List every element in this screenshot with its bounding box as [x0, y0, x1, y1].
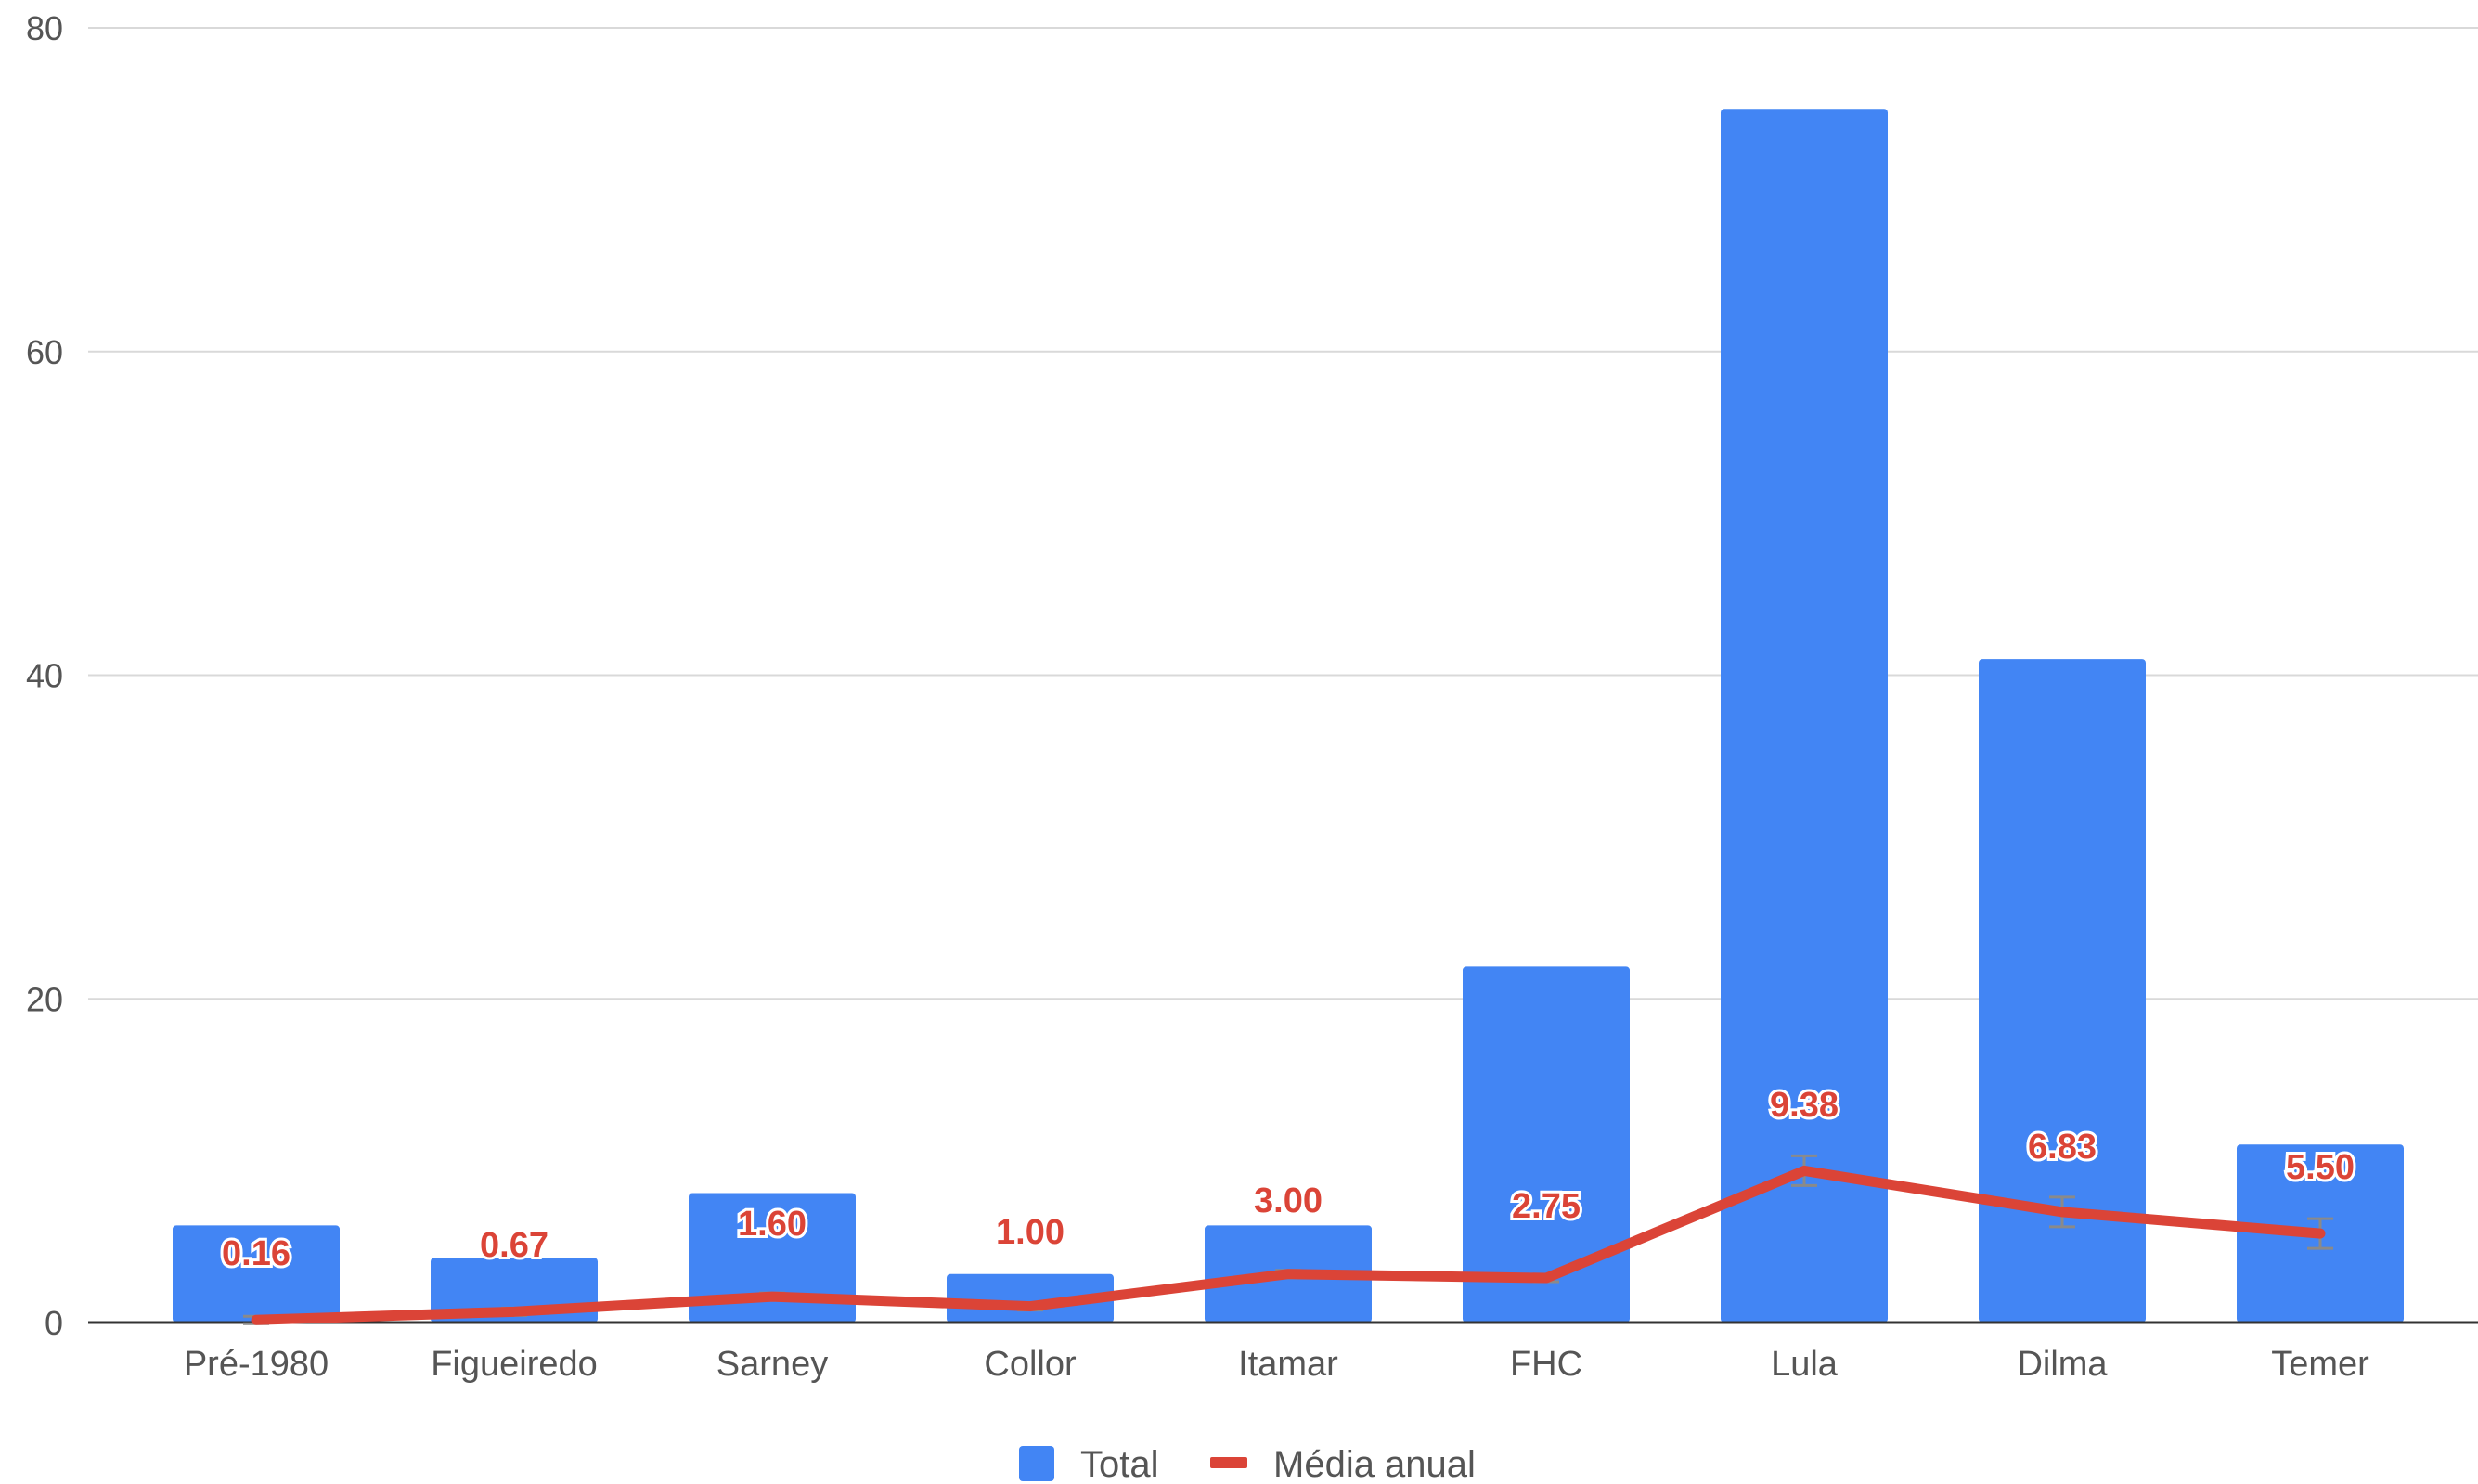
bar-dilma: [1979, 659, 2146, 1323]
x-tick-label: Sarney: [716, 1345, 828, 1384]
y-tick-label: 20: [26, 980, 63, 1018]
bar-collor: [947, 1273, 1114, 1323]
legend: Total Média anual: [1019, 1444, 1476, 1484]
y-tick-label: 40: [26, 657, 63, 695]
data-label: 9.38: [1770, 1086, 1839, 1125]
x-tick-label: Figueiredo: [431, 1345, 598, 1384]
data-label: 1.60: [738, 1205, 807, 1244]
data-label: 2.75: [1512, 1187, 1581, 1226]
bar-pr-1980: [173, 1225, 340, 1323]
line-media-anual: [251, 1165, 2326, 1325]
bar-sarney: [689, 1193, 856, 1323]
y-tick-label: 60: [26, 333, 63, 371]
data-labels: 0.16 0.67 1.60 1.00 3.00 2.75 9.38 6.83 5.50: [219, 1083, 2357, 1276]
data-label: 1.00: [996, 1213, 1065, 1252]
legend-label-media-anual: Média anual: [1273, 1444, 1476, 1484]
data-label: 6.83: [2028, 1128, 2097, 1167]
x-tick-label: FHC: [1510, 1345, 1582, 1384]
legend-label-total: Total: [1080, 1444, 1159, 1484]
data-label: 0.67: [480, 1226, 549, 1265]
x-tick-label: Collor: [984, 1345, 1077, 1384]
y-axis-ticks: 0 20 40 60 80: [26, 9, 63, 1342]
data-label: 5.50: [2286, 1148, 2355, 1187]
y-tick-label: 0: [45, 1304, 63, 1342]
data-label: 0.16: [222, 1234, 290, 1273]
data-label: 3.00: [1254, 1181, 1323, 1220]
x-tick-label: Itamar: [1238, 1345, 1338, 1384]
x-tick-label: Dilma: [2017, 1345, 2108, 1384]
x-tick-label: Pré-1980: [184, 1345, 329, 1384]
bar-lula: [1721, 109, 1888, 1323]
bar-fhc: [1463, 966, 1630, 1323]
line-path: [251, 1165, 2326, 1325]
legend-swatch-total: [1019, 1446, 1054, 1481]
x-tick-label: Temer: [2271, 1345, 2369, 1384]
y-tick-label: 80: [26, 9, 63, 47]
x-axis-labels: Pré-1980 Figueiredo Sarney Collor Itamar FHC L…: [184, 1345, 2369, 1384]
x-tick-label: Lula: [1771, 1345, 1839, 1384]
legend-swatch-media-anual: [1210, 1457, 1247, 1468]
